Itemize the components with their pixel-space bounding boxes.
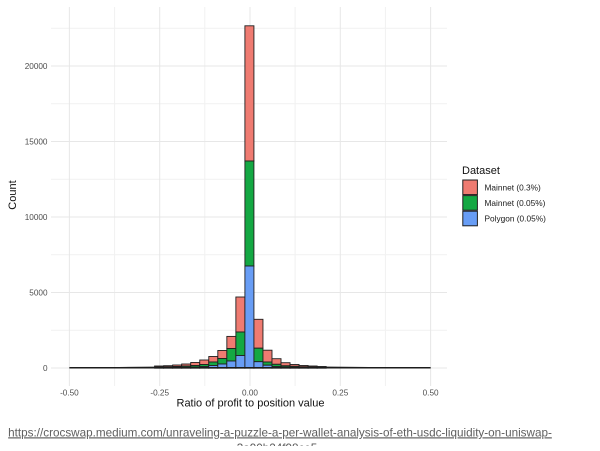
svg-text:Dataset: Dataset bbox=[462, 165, 500, 177]
svg-text:Mainnet (0.05%): Mainnet (0.05%) bbox=[485, 198, 546, 208]
svg-text:Mainnet (0.3%): Mainnet (0.3%) bbox=[485, 182, 541, 192]
svg-text:https://crocswap.medium.com/un: https://crocswap.medium.com/unraveling-a… bbox=[8, 426, 552, 439]
svg-text:0: 0 bbox=[43, 364, 48, 373]
svg-text:0.25: 0.25 bbox=[332, 389, 348, 398]
svg-text:Polygon (0.05%): Polygon (0.05%) bbox=[485, 214, 547, 224]
svg-text:10000: 10000 bbox=[25, 213, 48, 222]
svg-text:3a90b24f98ce5: 3a90b24f98ce5 bbox=[237, 442, 318, 446]
svg-text:0.00: 0.00 bbox=[242, 389, 258, 398]
svg-text:-0.50: -0.50 bbox=[60, 389, 79, 398]
svg-text:5000: 5000 bbox=[29, 289, 48, 298]
svg-text:Ratio of profit to position va: Ratio of profit to position value bbox=[177, 398, 325, 410]
svg-text:-0.25: -0.25 bbox=[150, 389, 169, 398]
svg-text:20000: 20000 bbox=[25, 62, 48, 71]
svg-text:0.50: 0.50 bbox=[423, 389, 439, 398]
svg-text:Count: Count bbox=[7, 180, 19, 209]
svg-text:15000: 15000 bbox=[25, 138, 48, 147]
